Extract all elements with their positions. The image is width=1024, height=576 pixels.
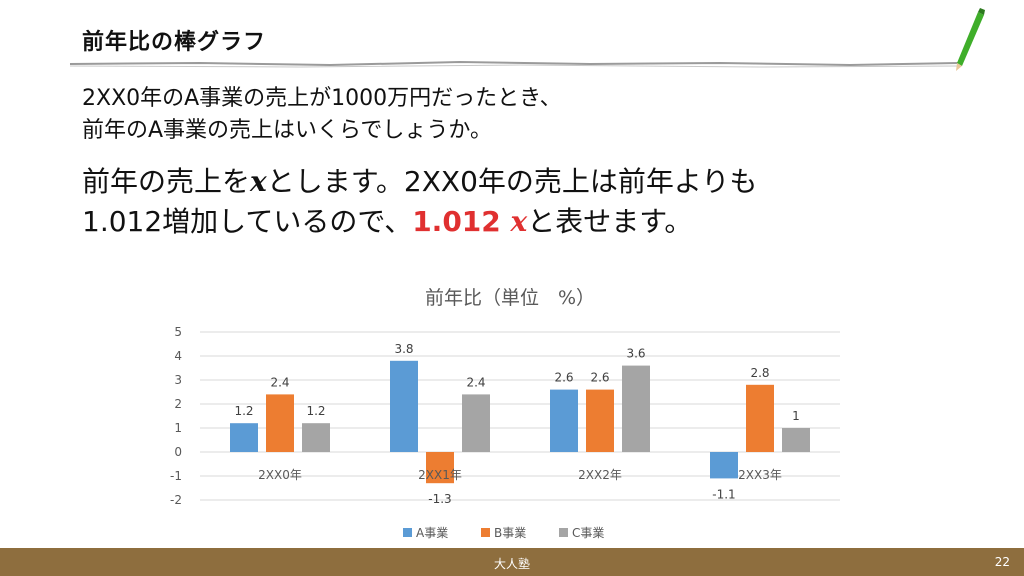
question-line-1: 2XX0年のA事業の売上が1000万円だったとき、 [82, 86, 562, 111]
answer-text: と表せます。 [527, 205, 693, 238]
legend-label: C事業 [572, 526, 604, 540]
highlight-value: 1.012 [412, 205, 511, 238]
data-label: 1 [792, 409, 800, 423]
variable-x: x [510, 205, 528, 238]
answer-line-1: 前年の売上をxとします。2XX0年の売上は前年よりも [82, 160, 757, 200]
legend-label: B事業 [494, 526, 526, 540]
y-tick-label: 0 [174, 445, 182, 459]
data-label: 2.8 [750, 366, 769, 380]
variable-x: x [250, 165, 267, 198]
legend-swatch [559, 528, 568, 537]
legend-swatch [403, 528, 412, 537]
x-tick-label: 2XX1年 [418, 468, 462, 482]
y-tick-label: 5 [174, 325, 182, 339]
data-label: 2.4 [270, 375, 289, 389]
data-label: 2.6 [590, 371, 609, 385]
bar [266, 394, 294, 452]
chart-title: 前年比（単位 %） [425, 287, 595, 309]
data-label: 1.2 [306, 404, 325, 418]
question-line-2: 前年のA事業の売上はいくらでしょうか。 [82, 118, 492, 143]
answer-text: 1.012増加しているので、 [82, 205, 413, 238]
slide-title: 前年比の棒グラフ [82, 30, 267, 55]
bar [302, 423, 330, 452]
y-tick-label: -1 [170, 469, 182, 483]
data-label: 2.6 [554, 371, 573, 385]
legend-swatch [481, 528, 490, 537]
bar [782, 428, 810, 452]
footer-brand: 大人塾 [493, 557, 530, 571]
bar [230, 423, 258, 452]
answer-line-2: 1.012増加しているので、1.012 xと表せます。 [82, 200, 692, 240]
x-tick-label: 2XX0年 [258, 468, 302, 482]
x-tick-label: 2XX2年 [578, 468, 622, 482]
bar-chart: 前年比（単位 %） 5 4 3 2 1 0 -1 -2 2XX0年 1.2 2.4 1.2 2XX1年 3… [170, 287, 840, 540]
page-number: 22 [994, 555, 1010, 569]
bar [586, 389, 614, 452]
bar [550, 389, 578, 452]
title-underline [69, 60, 959, 68]
data-label: -1.3 [428, 492, 451, 506]
bar [746, 384, 774, 452]
data-label: 3.6 [626, 347, 645, 361]
answer-text: とします。2XX0年の売上は前年よりも [266, 165, 758, 198]
y-tick-label: 1 [174, 421, 182, 435]
y-tick-label: 4 [174, 349, 182, 363]
y-tick-label: 3 [174, 373, 182, 387]
y-tick-label: -2 [170, 493, 182, 507]
footer-bar: 大人塾 22 [0, 548, 1024, 576]
answer-text: 前年の売上を [82, 165, 251, 198]
bar [710, 452, 738, 479]
x-tick-label: 2XX3年 [738, 468, 782, 482]
bar [622, 365, 650, 452]
data-label: 1.2 [234, 404, 253, 418]
data-label: 2.4 [466, 375, 485, 389]
bar [390, 360, 418, 452]
bar [462, 394, 490, 452]
legend-label: A事業 [416, 526, 448, 540]
data-label: -1.1 [712, 487, 735, 501]
pencil-icon [956, 8, 985, 71]
data-label: 3.8 [394, 342, 413, 356]
y-tick-label: 2 [174, 397, 182, 411]
bar [426, 452, 454, 484]
